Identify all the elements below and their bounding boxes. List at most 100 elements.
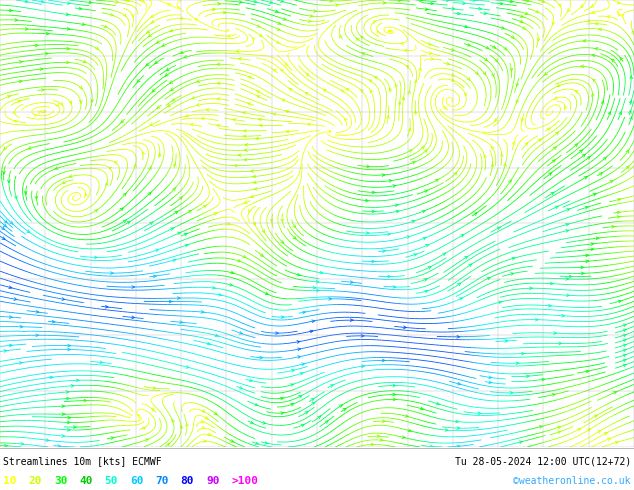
- FancyArrowPatch shape: [172, 259, 176, 262]
- FancyArrowPatch shape: [290, 403, 294, 406]
- FancyArrowPatch shape: [12, 111, 15, 115]
- FancyArrowPatch shape: [312, 402, 315, 405]
- FancyArrowPatch shape: [618, 13, 621, 16]
- FancyArrowPatch shape: [419, 68, 422, 71]
- FancyArrowPatch shape: [257, 24, 260, 27]
- FancyArrowPatch shape: [618, 300, 621, 303]
- FancyArrowPatch shape: [401, 42, 403, 45]
- FancyArrowPatch shape: [424, 279, 427, 281]
- FancyArrowPatch shape: [382, 359, 385, 362]
- FancyArrowPatch shape: [373, 21, 376, 24]
- FancyArrowPatch shape: [4, 349, 7, 352]
- FancyArrowPatch shape: [389, 179, 392, 182]
- FancyArrowPatch shape: [312, 320, 314, 322]
- Text: 80: 80: [181, 475, 194, 486]
- FancyArrowPatch shape: [599, 172, 602, 175]
- FancyArrowPatch shape: [424, 150, 427, 153]
- FancyArrowPatch shape: [587, 429, 590, 432]
- FancyArrowPatch shape: [19, 362, 22, 365]
- FancyArrowPatch shape: [608, 112, 611, 115]
- FancyArrowPatch shape: [173, 164, 176, 167]
- FancyArrowPatch shape: [35, 196, 37, 199]
- FancyArrowPatch shape: [94, 210, 98, 212]
- FancyArrowPatch shape: [245, 149, 247, 151]
- FancyArrowPatch shape: [566, 277, 569, 280]
- FancyArrowPatch shape: [269, 1, 273, 3]
- FancyArrowPatch shape: [575, 91, 578, 93]
- FancyArrowPatch shape: [467, 77, 470, 80]
- FancyArrowPatch shape: [491, 74, 495, 76]
- FancyArrowPatch shape: [132, 316, 134, 318]
- Text: 40: 40: [79, 475, 93, 486]
- FancyArrowPatch shape: [425, 8, 428, 11]
- FancyArrowPatch shape: [314, 10, 316, 12]
- FancyArrowPatch shape: [275, 10, 278, 13]
- FancyArrowPatch shape: [623, 349, 626, 352]
- FancyArrowPatch shape: [8, 180, 10, 183]
- FancyArrowPatch shape: [172, 188, 176, 191]
- FancyArrowPatch shape: [46, 32, 49, 35]
- FancyArrowPatch shape: [195, 19, 198, 21]
- FancyArrowPatch shape: [551, 193, 554, 195]
- FancyArrowPatch shape: [413, 254, 417, 256]
- FancyArrowPatch shape: [2, 237, 5, 240]
- FancyArrowPatch shape: [206, 108, 209, 111]
- FancyArrowPatch shape: [501, 154, 503, 157]
- FancyArrowPatch shape: [443, 253, 446, 256]
- FancyArrowPatch shape: [236, 50, 239, 52]
- FancyArrowPatch shape: [74, 426, 76, 429]
- FancyArrowPatch shape: [223, 11, 226, 14]
- FancyArrowPatch shape: [316, 289, 320, 292]
- FancyArrowPatch shape: [55, 167, 58, 170]
- FancyArrowPatch shape: [522, 352, 524, 355]
- FancyArrowPatch shape: [202, 426, 205, 429]
- FancyArrowPatch shape: [408, 91, 410, 94]
- FancyArrowPatch shape: [15, 19, 18, 22]
- FancyArrowPatch shape: [262, 229, 264, 233]
- FancyArrowPatch shape: [525, 143, 528, 146]
- FancyArrowPatch shape: [382, 250, 385, 252]
- FancyArrowPatch shape: [188, 211, 191, 213]
- FancyArrowPatch shape: [599, 28, 602, 31]
- FancyArrowPatch shape: [620, 57, 623, 60]
- FancyArrowPatch shape: [372, 260, 375, 263]
- FancyArrowPatch shape: [330, 385, 333, 387]
- FancyArrowPatch shape: [172, 98, 175, 101]
- FancyArrowPatch shape: [255, 403, 258, 406]
- FancyArrowPatch shape: [604, 433, 607, 435]
- FancyArrowPatch shape: [464, 93, 467, 96]
- FancyArrowPatch shape: [323, 90, 327, 92]
- FancyArrowPatch shape: [552, 160, 555, 163]
- FancyArrowPatch shape: [184, 233, 187, 236]
- FancyArrowPatch shape: [36, 334, 39, 337]
- FancyArrowPatch shape: [512, 257, 515, 260]
- FancyArrowPatch shape: [110, 272, 113, 274]
- FancyArrowPatch shape: [465, 256, 468, 259]
- FancyArrowPatch shape: [143, 152, 145, 155]
- FancyArrowPatch shape: [593, 194, 596, 196]
- FancyArrowPatch shape: [238, 57, 242, 60]
- FancyArrowPatch shape: [451, 78, 454, 81]
- FancyArrowPatch shape: [567, 9, 571, 12]
- FancyArrowPatch shape: [429, 52, 432, 54]
- FancyArrowPatch shape: [425, 290, 428, 293]
- FancyArrowPatch shape: [408, 128, 411, 131]
- FancyArrowPatch shape: [404, 49, 407, 52]
- FancyArrowPatch shape: [500, 2, 503, 5]
- FancyArrowPatch shape: [123, 13, 126, 17]
- FancyArrowPatch shape: [14, 298, 17, 300]
- FancyArrowPatch shape: [297, 356, 301, 358]
- FancyArrowPatch shape: [583, 39, 586, 42]
- FancyArrowPatch shape: [300, 372, 303, 375]
- FancyArrowPatch shape: [617, 211, 620, 214]
- FancyArrowPatch shape: [586, 254, 588, 257]
- FancyArrowPatch shape: [25, 0, 28, 3]
- FancyArrowPatch shape: [204, 440, 207, 442]
- FancyArrowPatch shape: [617, 216, 620, 219]
- FancyArrowPatch shape: [82, 23, 85, 25]
- FancyArrowPatch shape: [516, 100, 519, 103]
- FancyArrowPatch shape: [393, 384, 396, 387]
- FancyArrowPatch shape: [628, 110, 631, 114]
- FancyArrowPatch shape: [152, 409, 155, 412]
- FancyArrowPatch shape: [525, 12, 528, 15]
